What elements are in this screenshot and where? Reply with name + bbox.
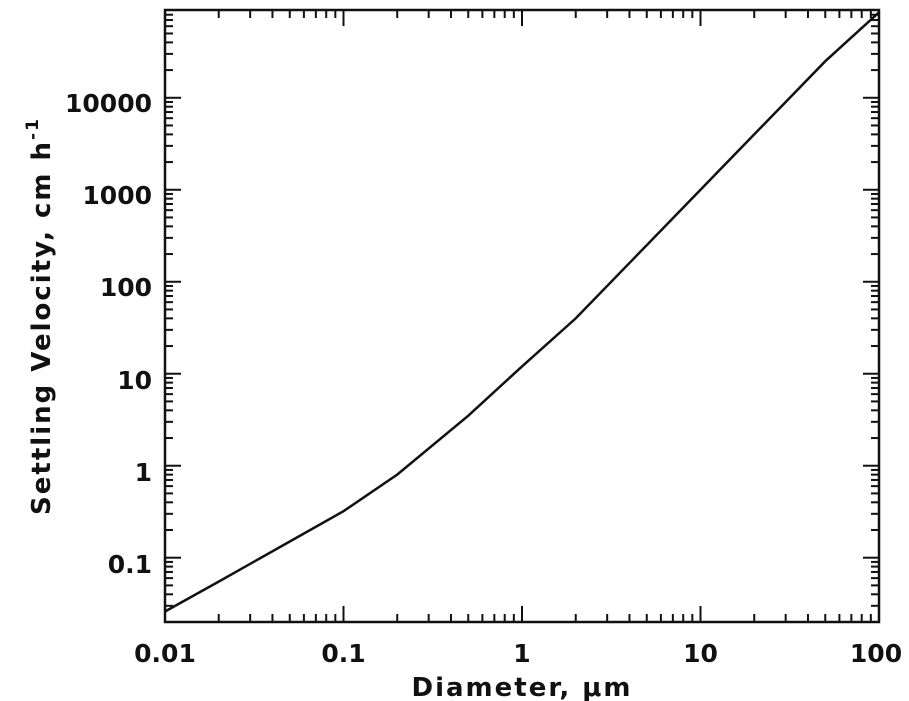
y-tick-label-10: 10 (117, 366, 152, 395)
x-tick-labels: 0.01 0.1 1 10 100 (134, 639, 902, 668)
plot-frame (163, 8, 881, 624)
x-tick-label-1: 1 (513, 639, 530, 668)
x-axis-title: Diameter, μm (412, 673, 633, 701)
y-axis-title-superscript: -1 (23, 117, 43, 140)
y-tick-label-1000: 1000 (82, 181, 152, 210)
y-tick-label-100: 100 (100, 273, 152, 302)
x-tick-label-0.01: 0.01 (134, 639, 196, 668)
x-tick-label-100: 100 (850, 639, 902, 668)
y-axis-title: Settling Velocity, cm h-1 (23, 117, 57, 515)
y-tick-label-1: 1 (135, 458, 152, 487)
y-tick-label-0.1: 0.1 (108, 550, 152, 579)
tick-marks (164, 9, 880, 623)
y-axis-title-main: Settling Velocity, cm h (27, 140, 57, 515)
series-line (164, 11, 880, 613)
x-tick-label-10: 10 (683, 639, 718, 668)
x-tick-label-0.1: 0.1 (321, 639, 365, 668)
y-tick-label-10000: 10000 (65, 89, 152, 118)
y-tick-labels: 0.1 1 10 100 1000 10000 (65, 89, 152, 579)
